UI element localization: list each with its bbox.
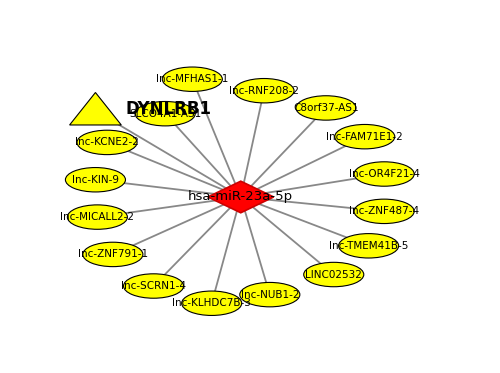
Polygon shape: [70, 93, 122, 125]
Ellipse shape: [66, 167, 126, 192]
Ellipse shape: [338, 233, 398, 258]
Text: lnc-ZNF487-4: lnc-ZNF487-4: [349, 206, 419, 216]
Ellipse shape: [234, 78, 294, 103]
Text: lnc-NUB1-2: lnc-NUB1-2: [240, 289, 299, 300]
Ellipse shape: [354, 199, 414, 223]
Ellipse shape: [162, 67, 222, 91]
Text: lnc-KIN-9: lnc-KIN-9: [72, 175, 119, 185]
Ellipse shape: [240, 282, 300, 307]
Ellipse shape: [68, 205, 128, 229]
Text: lnc-FAM71E1-2: lnc-FAM71E1-2: [326, 132, 403, 142]
Text: hsa-miR-23a-5p: hsa-miR-23a-5p: [188, 191, 294, 204]
Ellipse shape: [124, 274, 184, 298]
Ellipse shape: [135, 101, 195, 126]
Text: lnc-TMEM41B-5: lnc-TMEM41B-5: [329, 241, 408, 251]
Polygon shape: [208, 181, 274, 213]
Text: C8orf37-AS1: C8orf37-AS1: [293, 103, 359, 113]
Text: lnc-KCNE2-2: lnc-KCNE2-2: [75, 137, 139, 147]
Text: DYNLRB1: DYNLRB1: [126, 100, 212, 118]
Text: lnc-KLHDC7B-3: lnc-KLHDC7B-3: [172, 298, 251, 308]
Ellipse shape: [304, 262, 364, 287]
Ellipse shape: [334, 125, 395, 149]
Text: lnc-RNF208-2: lnc-RNF208-2: [229, 86, 299, 96]
Text: LINC02532: LINC02532: [306, 270, 362, 279]
Ellipse shape: [77, 130, 137, 155]
Text: lnc-MFHAS1-1: lnc-MFHAS1-1: [156, 74, 228, 84]
Text: lnc-MICALL2-2: lnc-MICALL2-2: [60, 212, 134, 222]
Ellipse shape: [354, 162, 414, 186]
Ellipse shape: [182, 291, 242, 316]
Text: lnc-SCRN1-4: lnc-SCRN1-4: [121, 281, 186, 291]
Text: lnc-ZNF791-1: lnc-ZNF791-1: [78, 250, 148, 260]
Text: SLCO4A1-AS1: SLCO4A1-AS1: [129, 109, 202, 119]
Text: lnc-OR4F21-4: lnc-OR4F21-4: [348, 169, 420, 179]
Ellipse shape: [83, 242, 143, 267]
Ellipse shape: [296, 96, 356, 120]
